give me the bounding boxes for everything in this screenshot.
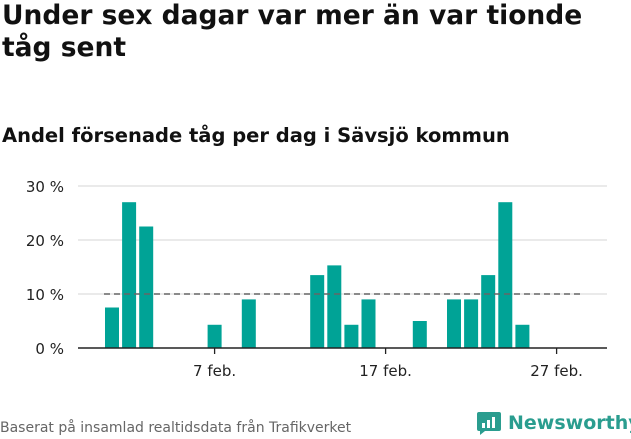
chart-subtitle: Andel försenade tåg per dag i Sävsjö kom… xyxy=(2,124,510,147)
y-tick-label: 30 % xyxy=(26,178,64,196)
source-note: Baserat på insamlad realtidsdata från Tr… xyxy=(0,420,352,436)
x-tick-label: 27 feb. xyxy=(530,362,583,380)
bar xyxy=(241,299,256,348)
bar xyxy=(412,321,427,348)
bar xyxy=(310,275,325,348)
x-tick-label: 17 feb. xyxy=(359,362,412,380)
bar xyxy=(498,202,513,348)
chart-title: Under sex dagar var mer än var tionde tå… xyxy=(2,0,583,63)
bar xyxy=(105,307,119,348)
bar xyxy=(344,324,359,348)
y-tick-label: 10 % xyxy=(26,286,64,304)
bar xyxy=(515,324,530,348)
bar xyxy=(207,324,222,348)
bar xyxy=(327,265,342,348)
y-tick-label: 20 % xyxy=(26,232,64,250)
brand-name: Newsworthy xyxy=(508,412,631,434)
bar xyxy=(464,299,479,348)
bar xyxy=(447,299,461,348)
y-tick-label: 0 % xyxy=(35,340,64,358)
bar xyxy=(361,299,376,348)
newsworthy-logo[interactable]: Newsworthy xyxy=(476,408,631,438)
bar xyxy=(481,275,496,348)
bar xyxy=(139,226,154,348)
bar-chart: 0 % 10 % 20 % 30 % 7 feb. 17 feb. 27 feb. xyxy=(26,178,607,380)
newsworthy-chart-logo-icon xyxy=(477,412,501,435)
bar xyxy=(122,202,137,348)
x-tick-label: 7 feb. xyxy=(193,362,236,380)
